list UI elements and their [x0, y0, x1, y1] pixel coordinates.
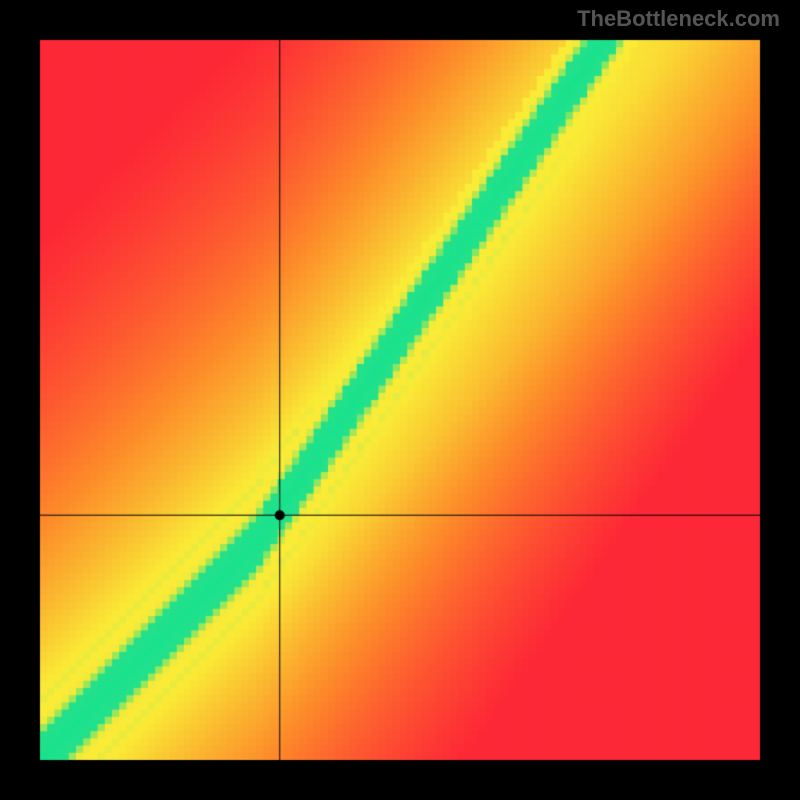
- watermark-text: TheBottleneck.com: [577, 6, 780, 32]
- heatmap-canvas: [0, 0, 800, 800]
- chart-container: TheBottleneck.com: [0, 0, 800, 800]
